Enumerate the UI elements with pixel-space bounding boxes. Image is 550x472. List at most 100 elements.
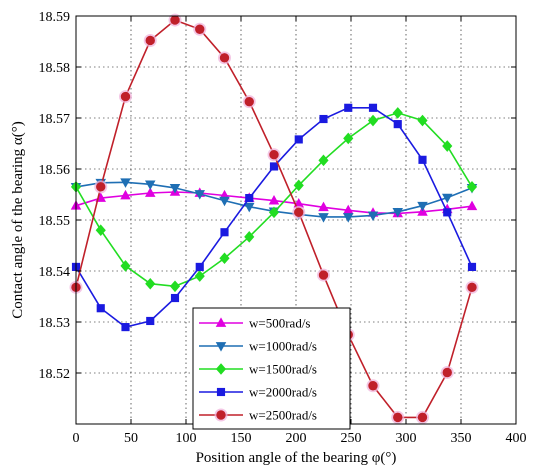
point-diamond	[169, 280, 181, 293]
x-tick-label: 150	[231, 431, 252, 446]
point-circle	[195, 24, 205, 34]
series-3	[70, 107, 478, 293]
point-circle	[244, 96, 254, 107]
point-triangle-down	[120, 178, 131, 188]
point-diamond	[343, 132, 354, 145]
y-tick-label: 18.53	[39, 316, 71, 331]
point-diamond	[120, 260, 131, 272]
legend-item: w=2000rad/s	[199, 385, 317, 400]
series-layer	[69, 13, 479, 424]
legend-marker	[216, 410, 226, 420]
point-square	[170, 293, 180, 303]
y-tick-label: 18.54	[39, 265, 71, 280]
point-square	[393, 120, 402, 129]
ticks: 0 50 100 150 200 250 300 350 400 18.52 18.53 18.54 1…	[39, 10, 527, 446]
legend-label: w=1500rad/s	[249, 362, 317, 377]
y-tick-label: 18.55	[39, 214, 71, 229]
point-square	[319, 114, 328, 124]
point-diamond	[293, 179, 304, 192]
point-triangle-down	[318, 213, 329, 223]
point-square	[220, 228, 229, 237]
x-tick-label: 350	[451, 431, 472, 446]
legend-marker	[215, 317, 227, 327]
point-diamond	[145, 277, 156, 290]
point-diamond	[219, 252, 230, 265]
y-tick-label: 18.57	[39, 112, 71, 127]
point-triangle-down	[169, 184, 181, 194]
y-axis-label: Contact angle of the bearing α(°)	[10, 121, 26, 319]
point-circle	[417, 412, 428, 423]
point-circle	[442, 367, 452, 378]
point-square	[245, 194, 254, 203]
point-circle	[368, 381, 378, 391]
legend-item: w=2500rad/s	[199, 408, 317, 423]
point-triangle-up	[268, 194, 280, 205]
point-square	[467, 262, 477, 271]
point-circle	[120, 91, 131, 102]
point-diamond	[244, 231, 255, 243]
point-circle	[145, 35, 155, 46]
x-tick-label: 300	[396, 431, 417, 446]
point-triangle-down	[243, 202, 255, 213]
legend-item: w=1500rad/s	[199, 362, 317, 377]
point-square	[269, 162, 279, 171]
point-diamond	[466, 181, 478, 193]
point-square	[121, 323, 130, 332]
point-diamond	[417, 114, 428, 127]
x-tick-label: 200	[286, 431, 307, 446]
point-triangle-down	[144, 180, 156, 190]
point-square	[368, 103, 378, 112]
point-circle	[269, 150, 279, 160]
legend-marker	[215, 342, 227, 352]
legend-label: w=2500rad/s	[249, 408, 317, 423]
point-square	[96, 304, 105, 313]
series-4	[71, 103, 477, 332]
point-circle	[170, 15, 180, 25]
legend-marker	[215, 363, 227, 375]
point-diamond	[318, 154, 329, 167]
point-triangle-down	[392, 207, 404, 218]
legend-label: w=2000rad/s	[249, 385, 317, 400]
point-triangle-up	[318, 201, 329, 212]
point-triangle-down	[367, 211, 379, 222]
x-tick-label: 100	[176, 431, 197, 446]
legend: w=500rad/s w=1000rad/s w=1500rad/s w=2000ra…	[192, 307, 351, 430]
y-tick-label: 18.52	[39, 367, 71, 382]
point-circle	[219, 53, 230, 63]
point-diamond	[442, 140, 453, 152]
x-axis-label: Position angle of the bearing φ(°)	[196, 450, 397, 466]
point-triangle-down	[441, 193, 453, 204]
point-diamond	[268, 206, 280, 219]
legend-label: w=1000rad/s	[249, 339, 317, 354]
point-triangle-down	[342, 213, 354, 223]
y-tick-label: 18.59	[39, 10, 71, 25]
x-tick-label: 0	[73, 431, 80, 446]
point-triangle-up	[466, 200, 478, 211]
point-triangle-up	[120, 189, 131, 200]
point-circle	[294, 207, 304, 218]
point-square	[344, 103, 353, 112]
legend-item: w=1000rad/s	[199, 339, 317, 354]
point-circle	[318, 270, 329, 280]
point-diamond	[392, 107, 403, 119]
x-tick-label: 400	[506, 431, 527, 446]
legend-label: w=500rad/s	[249, 316, 311, 331]
point-square	[418, 155, 427, 164]
y-tick-label: 18.56	[39, 163, 71, 178]
point-circle	[393, 412, 403, 423]
point-circle	[467, 282, 477, 293]
y-tick-label: 18.58	[39, 61, 71, 76]
point-triangle-up	[144, 187, 156, 197]
point-diamond	[194, 270, 205, 282]
point-triangle-down	[219, 196, 230, 207]
legend-marker	[216, 387, 226, 397]
point-square	[195, 262, 204, 271]
x-tick-label: 50	[124, 431, 138, 446]
legend-item: w=500rad/s	[199, 316, 311, 331]
x-tick-label: 250	[341, 431, 362, 446]
point-circle	[96, 182, 106, 192]
point-diamond	[367, 114, 379, 127]
point-diamond	[95, 224, 106, 236]
point-square	[443, 208, 452, 217]
